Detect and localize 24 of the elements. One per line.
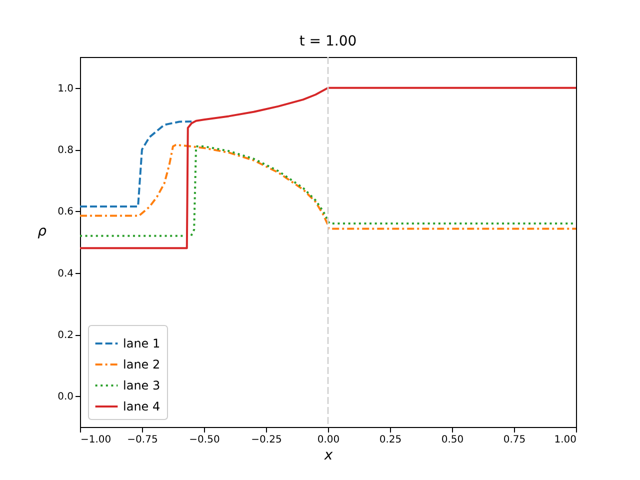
legend-label: lane 4 <box>123 400 160 414</box>
line-series <box>80 86 576 250</box>
y-tick-label: 0.0 <box>58 392 74 403</box>
chart-title: t = 1.00 <box>299 33 357 50</box>
y-tick-label: 0.6 <box>58 206 74 218</box>
x-tick-label: −0.25 <box>251 434 282 446</box>
x-tick-label: 0.25 <box>379 434 402 446</box>
x-tick-label: 0.75 <box>503 434 526 446</box>
x-tick-label: 1.00 <box>554 434 576 446</box>
line-series <box>80 120 193 208</box>
x-tick-label: −0.75 <box>127 434 158 446</box>
y-tick-label: 0.8 <box>58 145 74 156</box>
x-tick-label: −0.50 <box>189 434 220 446</box>
x-tick-label: −1.00 <box>80 434 112 446</box>
x-tick-label: 0.50 <box>441 434 464 446</box>
y-tick-label: 0.4 <box>58 268 74 280</box>
x-axis-title: x <box>323 448 334 464</box>
legend-label: lane 1 <box>123 336 160 350</box>
legend-label: lane 3 <box>123 378 160 392</box>
y-tick-label: 0.2 <box>58 330 74 341</box>
y-axis-title: ρ <box>38 224 47 240</box>
y-tick-label: 1.0 <box>58 83 74 94</box>
x-tick-label: 0.00 <box>317 434 340 446</box>
legend-label: lane 2 <box>123 358 160 372</box>
